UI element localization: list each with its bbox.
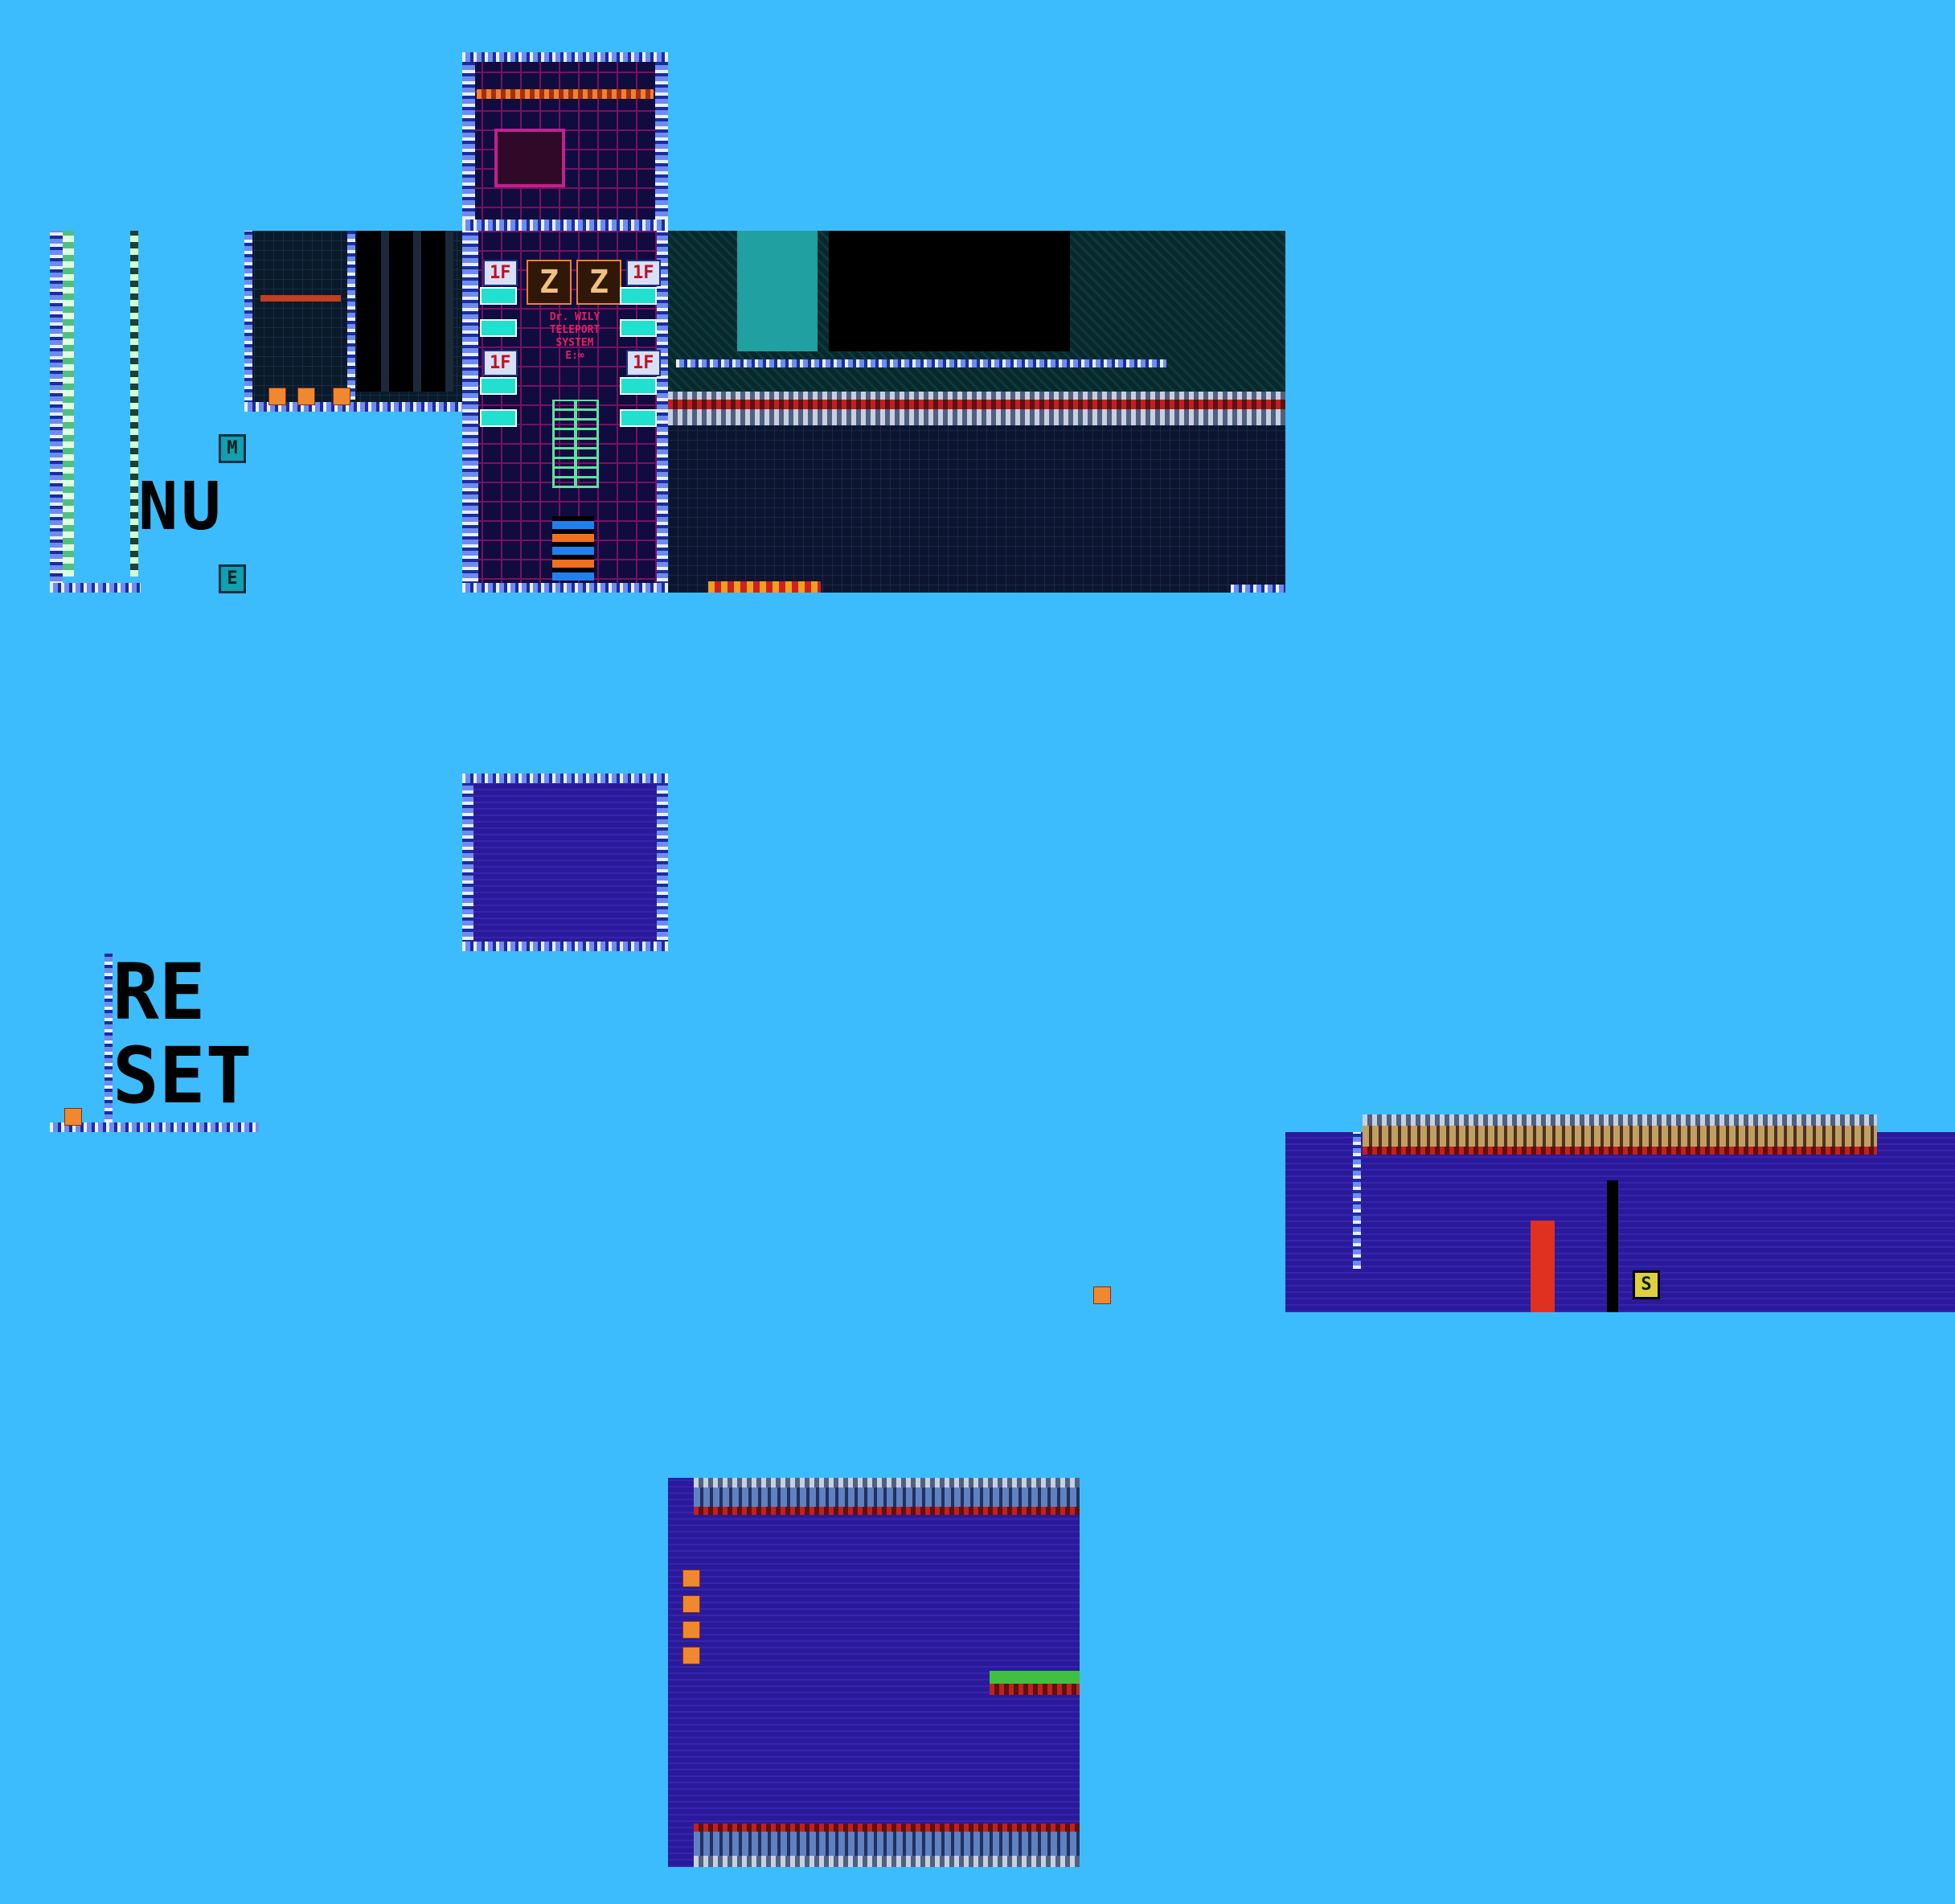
floor-label: 1F: [483, 260, 518, 286]
teleport-sign-line: TELEPORT: [549, 324, 600, 336]
floor: [462, 942, 668, 951]
floor-blocks: [694, 1832, 1080, 1856]
boss-teleporters: [552, 516, 594, 581]
block-letters-nu: NU: [138, 469, 224, 545]
ceiling-blocks: [694, 1488, 1080, 1507]
ladder: [552, 400, 576, 488]
platform: [260, 295, 341, 302]
spike-row: [668, 392, 1285, 400]
floor-label: 1F: [626, 350, 661, 376]
wall: [50, 231, 63, 585]
hazard-band: [1363, 1147, 1877, 1155]
capsule-m: M: [219, 434, 246, 463]
bottom-room: [668, 1478, 1080, 1867]
conveyor: [477, 89, 654, 99]
wall: [462, 774, 473, 951]
item: [682, 1570, 700, 1587]
teleport-sign-line: SYSTEM: [555, 337, 594, 349]
floor: [462, 220, 668, 231]
spike-chain: [130, 231, 138, 577]
floor-label: 1F: [626, 260, 661, 286]
left-wall: [462, 231, 478, 593]
capsule-e: E: [219, 564, 246, 593]
ceiling: [462, 52, 668, 62]
item: [268, 388, 286, 405]
teleport-sign-line: Dr. WILY: [549, 311, 600, 323]
platform: [480, 377, 517, 395]
item: [682, 1595, 700, 1613]
platform: [620, 377, 657, 395]
lower-right-area: S: [1285, 1114, 1955, 1312]
hazard-band: [668, 400, 1285, 409]
blue-room: [462, 774, 668, 951]
hazard-band: [694, 1507, 1080, 1515]
ceiling: [462, 774, 668, 783]
wall: [244, 231, 252, 412]
block-letters-set: SET: [113, 1031, 252, 1121]
item: [333, 388, 350, 405]
teleport-tower: 1F 1F 1F 1F Z Z Dr. WILY TELEPORT SYSTEM…: [462, 231, 668, 593]
block-letters-re: RE: [113, 947, 206, 1037]
item: [682, 1621, 700, 1639]
hazard-band: [694, 1824, 1080, 1832]
red-spikes: [990, 1684, 1080, 1695]
teleport-sign: Dr. WILY TELEPORT SYSTEM E:∞: [543, 311, 607, 363]
platform: [620, 287, 657, 305]
floor: [1231, 585, 1285, 593]
platform: [480, 409, 517, 427]
capsule-s: S: [1633, 1270, 1660, 1299]
floor: [50, 1122, 259, 1132]
spike-row: [1363, 1114, 1877, 1126]
dark-pattern: [357, 231, 453, 392]
wall: [655, 52, 668, 231]
platform: [480, 319, 517, 337]
spike-strip: [50, 231, 141, 593]
item: [1093, 1286, 1111, 1304]
lava-column: [1531, 1221, 1555, 1312]
spike-row: [668, 409, 1285, 425]
dr-z-logo: Z: [576, 260, 621, 305]
black-column: [1607, 1180, 1618, 1312]
computer-monitor: [494, 129, 565, 187]
platform: [620, 319, 657, 337]
platform: [620, 409, 657, 427]
right-wall: [657, 231, 668, 593]
right-area: [668, 231, 1285, 593]
shaft: [829, 231, 1070, 351]
ceiling-blocks: [1363, 1126, 1877, 1147]
wall: [1353, 1132, 1361, 1269]
ledge: [676, 359, 1166, 367]
wall: [462, 52, 475, 231]
item: [64, 1108, 82, 1126]
floor-label: 1F: [483, 350, 518, 376]
green-blocks: [990, 1671, 1080, 1684]
item: [297, 388, 315, 405]
wall: [657, 774, 668, 951]
spike-row: [694, 1478, 1080, 1488]
teleport-sign-line: E:∞: [565, 350, 584, 362]
wall: [347, 231, 355, 400]
spikes: [63, 231, 74, 577]
spike-row: [708, 581, 821, 593]
wall: [105, 954, 113, 1122]
item: [682, 1647, 700, 1664]
ladder: [575, 400, 599, 488]
dr-z-logo: Z: [527, 260, 572, 305]
shaft: [737, 231, 818, 351]
floor: [462, 583, 668, 593]
spike-row: [694, 1856, 1080, 1867]
left-room: [244, 231, 462, 412]
floor: [50, 583, 141, 593]
reset-area: RE SET: [50, 950, 259, 1132]
platform: [480, 287, 517, 305]
top-tower-room: [462, 52, 668, 231]
